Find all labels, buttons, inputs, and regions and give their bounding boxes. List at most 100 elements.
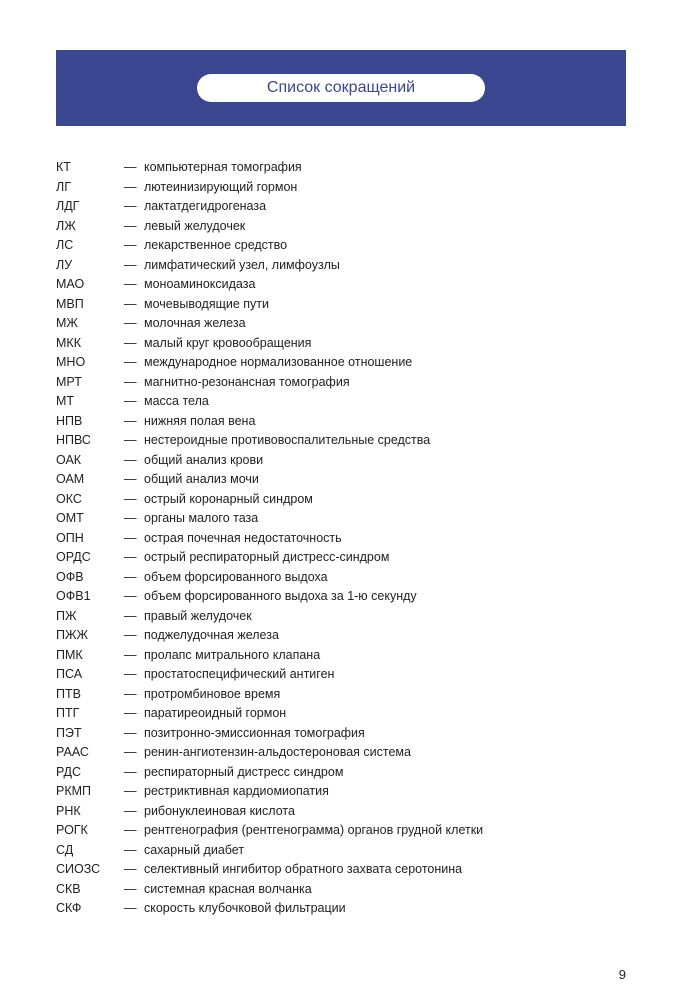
abbr-dash: — bbox=[124, 587, 144, 607]
abbr-definition: ренин-ангиотензин-альдостероновая систем… bbox=[144, 743, 626, 763]
abbr-term: РААС bbox=[56, 743, 124, 763]
abbr-dash: — bbox=[124, 841, 144, 861]
abbr-definition: поджелудочная железа bbox=[144, 626, 626, 646]
abbr-definition: общий анализ мочи bbox=[144, 470, 626, 490]
abbr-row: ОПН—острая почечная недостаточность bbox=[56, 529, 626, 549]
abbr-dash: — bbox=[124, 295, 144, 315]
abbr-term: ЛС bbox=[56, 236, 124, 256]
abbr-definition: нестероидные противовоспалительные средс… bbox=[144, 431, 626, 451]
abbr-definition: малый круг кровообращения bbox=[144, 334, 626, 354]
abbr-dash: — bbox=[124, 275, 144, 295]
abbr-row: ПЭТ—позитронно-эмиссионная томография bbox=[56, 724, 626, 744]
abbr-dash: — bbox=[124, 314, 144, 334]
abbr-dash: — bbox=[124, 451, 144, 471]
abbr-dash: — bbox=[124, 431, 144, 451]
abbr-dash: — bbox=[124, 334, 144, 354]
abbr-row: ЛГ—лютеинизирующий гормон bbox=[56, 178, 626, 198]
abbr-term: МНО bbox=[56, 353, 124, 373]
abbr-row: ОМТ—органы малого таза bbox=[56, 509, 626, 529]
abbr-definition: рестриктивная кардиомиопатия bbox=[144, 782, 626, 802]
abbr-term: ОПН bbox=[56, 529, 124, 549]
abbr-dash: — bbox=[124, 392, 144, 412]
abbr-row: МНО—международное нормализованное отноше… bbox=[56, 353, 626, 373]
abbr-term: МАО bbox=[56, 275, 124, 295]
abbr-term: ПЖЖ bbox=[56, 626, 124, 646]
abbr-row: ПТГ—паратиреоидный гормон bbox=[56, 704, 626, 724]
abbr-dash: — bbox=[124, 568, 144, 588]
abbr-dash: — bbox=[124, 470, 144, 490]
abbr-row: СКФ—скорость клубочковой фильтрации bbox=[56, 899, 626, 919]
abbr-term: СД bbox=[56, 841, 124, 861]
abbr-row: СД—сахарный диабет bbox=[56, 841, 626, 861]
abbr-dash: — bbox=[124, 236, 144, 256]
abbr-definition: скорость клубочковой фильтрации bbox=[144, 899, 626, 919]
abbr-definition: лютеинизирующий гормон bbox=[144, 178, 626, 198]
abbr-row: РААС—ренин-ангиотензин-альдостероновая с… bbox=[56, 743, 626, 763]
abbr-row: ОКС—острый коронарный синдром bbox=[56, 490, 626, 510]
abbr-dash: — bbox=[124, 217, 144, 237]
abbr-term: ЛЖ bbox=[56, 217, 124, 237]
abbr-row: ОАК—общий анализ крови bbox=[56, 451, 626, 471]
page-title: Список сокращений bbox=[197, 74, 485, 102]
abbr-term: ПМК bbox=[56, 646, 124, 666]
abbr-term: МВП bbox=[56, 295, 124, 315]
abbr-term: ПТВ bbox=[56, 685, 124, 705]
page-number: 9 bbox=[619, 967, 626, 982]
abbr-dash: — bbox=[124, 353, 144, 373]
abbr-row: СКВ—системная красная волчанка bbox=[56, 880, 626, 900]
abbr-row: ПЖ—правый желудочек bbox=[56, 607, 626, 627]
abbr-term: СКВ bbox=[56, 880, 124, 900]
abbr-definition: лимфатический узел, лимфоузлы bbox=[144, 256, 626, 276]
abbr-definition: моноаминоксидаза bbox=[144, 275, 626, 295]
abbr-definition: общий анализ крови bbox=[144, 451, 626, 471]
abbr-row: ОФВ1—объем форсированного выдоха за 1-ю … bbox=[56, 587, 626, 607]
abbr-definition: рибонуклеиновая кислота bbox=[144, 802, 626, 822]
abbr-definition: молочная железа bbox=[144, 314, 626, 334]
abbr-definition: селективный ингибитор обратного захвата … bbox=[144, 860, 626, 880]
abbr-term: ЛГ bbox=[56, 178, 124, 198]
abbr-dash: — bbox=[124, 821, 144, 841]
abbr-row: ОФВ—объем форсированного выдоха bbox=[56, 568, 626, 588]
abbr-term: НПВ bbox=[56, 412, 124, 432]
abbr-definition: органы малого таза bbox=[144, 509, 626, 529]
abbr-row: РОГК—рентгенография (рентгенограмма) орг… bbox=[56, 821, 626, 841]
abbr-row: ПТВ—протромбиновое время bbox=[56, 685, 626, 705]
abbr-row: ЛУ—лимфатический узел, лимфоузлы bbox=[56, 256, 626, 276]
abbr-definition: мочевыводящие пути bbox=[144, 295, 626, 315]
abbr-definition: острый коронарный синдром bbox=[144, 490, 626, 510]
abbr-dash: — bbox=[124, 880, 144, 900]
abbr-definition: масса тела bbox=[144, 392, 626, 412]
abbr-term: МТ bbox=[56, 392, 124, 412]
abbr-dash: — bbox=[124, 607, 144, 627]
abbr-dash: — bbox=[124, 860, 144, 880]
abbr-row: НПВС—нестероидные противовоспалительные … bbox=[56, 431, 626, 451]
abbr-dash: — bbox=[124, 178, 144, 198]
abbr-term: ОАК bbox=[56, 451, 124, 471]
abbr-definition: простатоспецифический антиген bbox=[144, 665, 626, 685]
abbr-row: ПСА—простатоспецифический антиген bbox=[56, 665, 626, 685]
abbr-row: ОАМ—общий анализ мочи bbox=[56, 470, 626, 490]
abbr-term: НПВС bbox=[56, 431, 124, 451]
abbr-term: СИОЗС bbox=[56, 860, 124, 880]
abbr-dash: — bbox=[124, 256, 144, 276]
abbr-definition: рентгенография (рентгенограмма) органов … bbox=[144, 821, 626, 841]
abbr-row: СИОЗС—селективный ингибитор обратного за… bbox=[56, 860, 626, 880]
abbr-row: ПМК—пролапс митрального клапана bbox=[56, 646, 626, 666]
abbr-definition: пролапс митрального клапана bbox=[144, 646, 626, 666]
abbr-row: ОРДС—острый респираторный дистресс-синдр… bbox=[56, 548, 626, 568]
abbr-definition: магнитно-резонансная томография bbox=[144, 373, 626, 393]
abbr-term: ЛДГ bbox=[56, 197, 124, 217]
abbr-row: МАО—моноаминоксидаза bbox=[56, 275, 626, 295]
abbr-dash: — bbox=[124, 158, 144, 178]
abbr-row: ЛС—лекарственное средство bbox=[56, 236, 626, 256]
abbr-term: РОГК bbox=[56, 821, 124, 841]
abbr-row: МРТ—магнитно-резонансная томография bbox=[56, 373, 626, 393]
abbr-dash: — bbox=[124, 802, 144, 822]
abbreviations-list: КТ—компьютерная томографияЛГ—лютеинизиру… bbox=[56, 158, 626, 919]
abbr-term: ПТГ bbox=[56, 704, 124, 724]
abbr-definition: позитронно-эмиссионная томография bbox=[144, 724, 626, 744]
abbr-definition: респираторный дистресс синдром bbox=[144, 763, 626, 783]
abbr-definition: паратиреоидный гормон bbox=[144, 704, 626, 724]
abbr-dash: — bbox=[124, 724, 144, 744]
abbr-dash: — bbox=[124, 782, 144, 802]
